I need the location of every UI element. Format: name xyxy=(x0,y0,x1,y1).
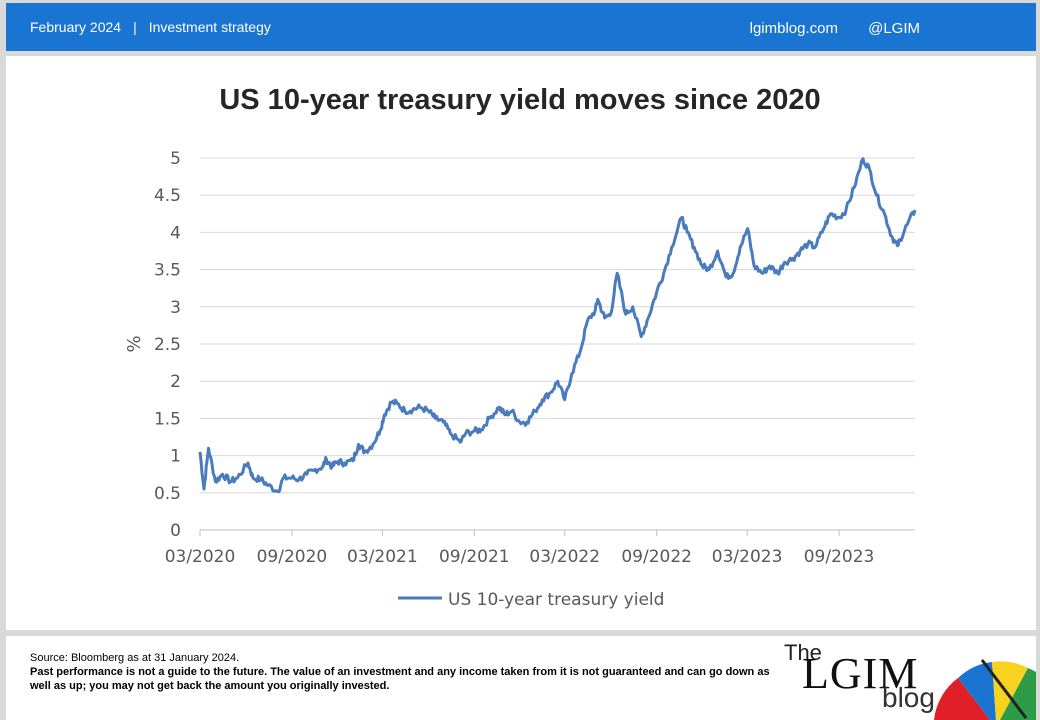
y-tick-label: 0.5 xyxy=(154,484,181,504)
y-tick-label: 5 xyxy=(170,149,181,169)
y-tick-label: 3.5 xyxy=(154,261,181,281)
top-bar: February 2024 | Investment strategy lgimbl… xyxy=(0,0,1040,52)
header-site-link[interactable]: lgimblog.com xyxy=(749,20,838,37)
y-axis-ticks: 0 0.5 1 1.5 2 2.5 3 3.5 4 4.5 5 xyxy=(154,149,181,541)
x-tick-label: 03/2023 xyxy=(712,547,783,567)
source-note: Source: Bloomberg as at 31 January 2024. xyxy=(30,652,240,664)
x-tick-label: 03/2022 xyxy=(529,547,600,567)
y-tick-label: 1.5 xyxy=(154,409,181,429)
x-tick-label: 09/2021 xyxy=(439,547,510,567)
y-tick-label: 0 xyxy=(170,521,181,541)
header-left: February 2024 | Investment strategy xyxy=(30,19,271,35)
x-tick-label: 09/2020 xyxy=(257,547,328,567)
y-tick-label: 4.5 xyxy=(154,186,181,206)
header-handle-link[interactable]: @LGIM xyxy=(868,20,920,37)
umbrella-icon xyxy=(934,659,1036,720)
y-tick-label: 1 xyxy=(170,447,181,467)
chart-grid xyxy=(200,157,915,494)
legend-label: US 10-year treasury yield xyxy=(448,590,664,610)
footer-text: Source: Bloomberg as at 31 January 2024.… xyxy=(30,651,790,693)
y-tick-label: 2.5 xyxy=(154,335,181,355)
y-tick-label: 4 xyxy=(170,223,181,243)
header-bar: February 2024 | Investment strategy lgimbl… xyxy=(6,3,1036,51)
x-tick-label: 09/2023 xyxy=(804,547,875,567)
line-chart: 00.511.522.533.544.55 03/2020 09/2020 03/2… xyxy=(124,149,917,610)
y-tick-label: 3 xyxy=(170,298,181,318)
y-axis-label: % xyxy=(124,335,145,352)
chart-panel xyxy=(6,56,1036,630)
brand-lgim-logo: LGIM xyxy=(802,649,919,698)
brand-blog: blog xyxy=(882,682,935,713)
header-date: February 2024 xyxy=(30,19,122,35)
x-tick-label: 03/2020 xyxy=(165,547,236,567)
disclaimer-note: Past performance is not a guide to the f… xyxy=(30,666,770,692)
chart-title: US 10-year treasury yield moves since 20… xyxy=(219,84,821,116)
series-line-us-10-year-treasury-yield xyxy=(198,157,917,494)
header-section: Investment strategy xyxy=(148,19,271,35)
x-axis-ticks: 03/2020 09/2020 03/2021 09/2021 03/2022 09/20… xyxy=(165,530,875,567)
header-separator: | xyxy=(133,19,137,35)
x-tick-label: 03/2021 xyxy=(347,547,418,567)
y-tick-label: 2 xyxy=(170,372,181,392)
brand-the: The xyxy=(784,640,822,665)
x-tick-label: 09/2022 xyxy=(621,547,692,567)
footer-panel xyxy=(6,636,1036,720)
